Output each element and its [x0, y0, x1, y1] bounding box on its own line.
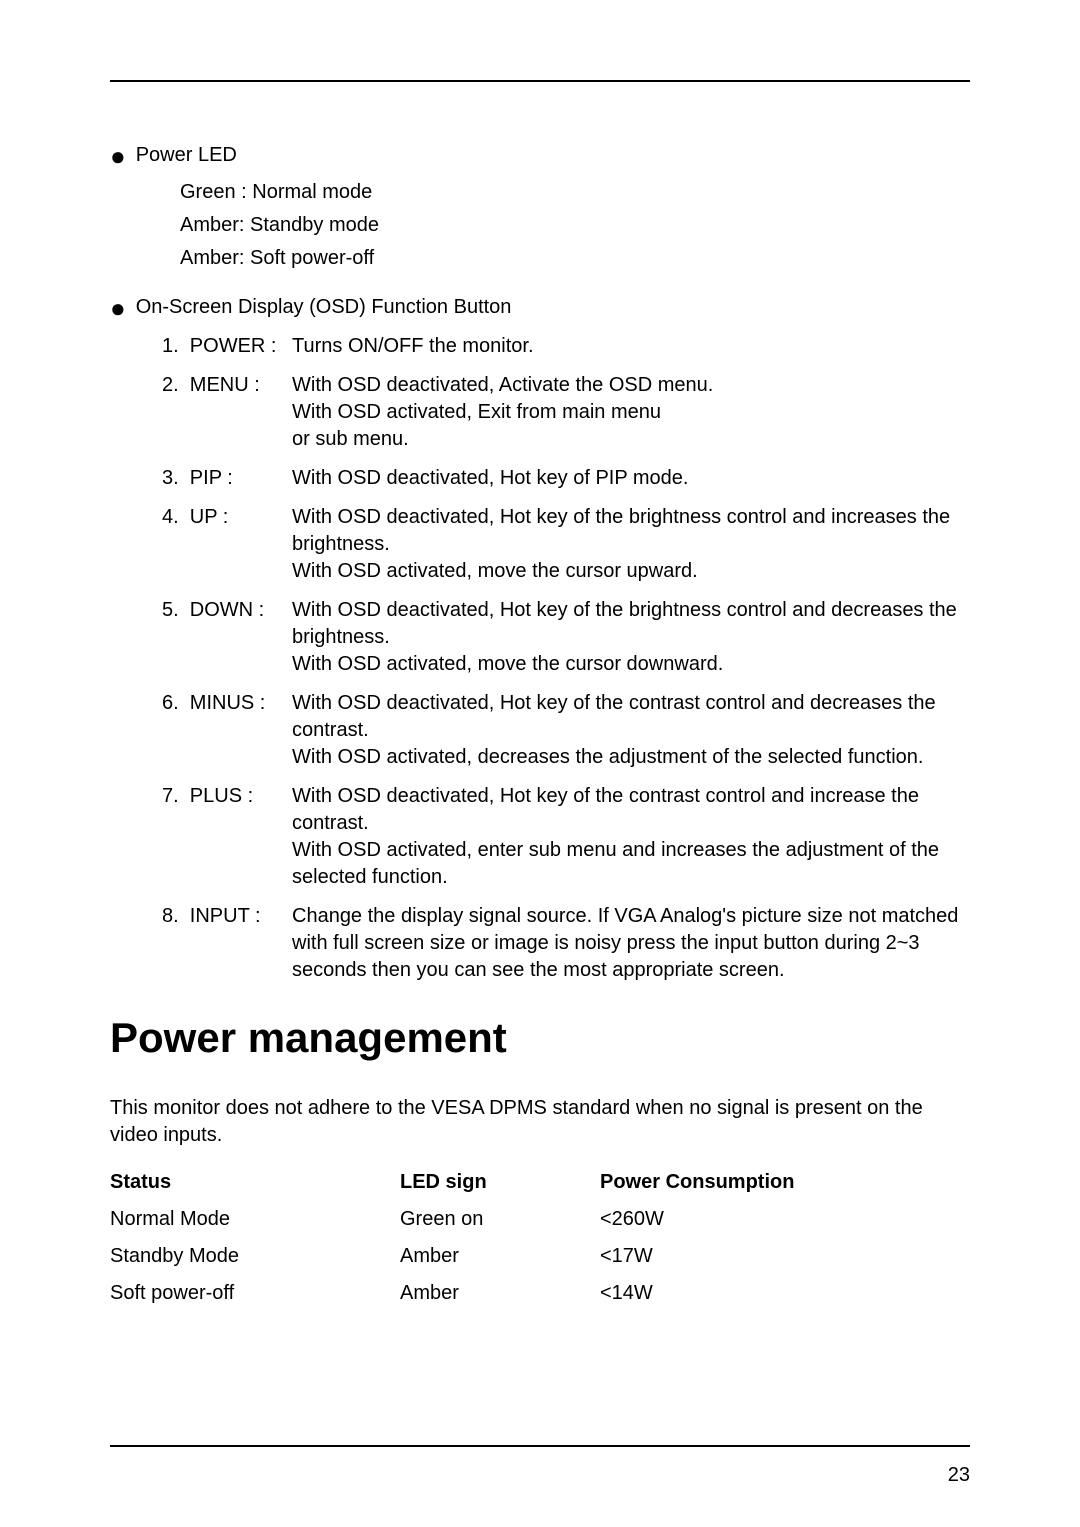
osd-item-desc: Turns ON/OFF the monitor.	[292, 333, 970, 360]
osd-item-desc: With OSD deactivated, Activate the OSD m…	[292, 372, 970, 453]
table-row: Soft power-off Amber <14W	[110, 1280, 970, 1307]
bullet-icon: ●	[110, 295, 126, 321]
led-line: Green : Normal mode	[180, 179, 970, 206]
osd-item-desc: With OSD deactivated, Hot key of the con…	[292, 690, 970, 771]
osd-item: 7. PLUS : With OSD deactivated, Hot key …	[162, 783, 970, 891]
osd-section: ● On-Screen Display (OSD) Function Butto…	[110, 292, 970, 984]
table-cell: Amber	[400, 1280, 600, 1307]
osd-item: 5. DOWN : With OSD deactivated, Hot key …	[162, 597, 970, 678]
led-line: Amber: Standby mode	[180, 212, 970, 239]
power-management-table: Status LED sign Power Consumption Normal…	[110, 1169, 970, 1307]
osd-item-desc: Change the display signal source. If VGA…	[292, 903, 970, 984]
power-led-lines: Green : Normal mode Amber: Standby mode …	[180, 179, 970, 272]
table-header-cell: LED sign	[400, 1169, 600, 1196]
table-cell: Soft power-off	[110, 1280, 400, 1307]
osd-list: 1. POWER : Turns ON/OFF the monitor. 2. …	[162, 333, 970, 984]
table-row: Standby Mode Amber <17W	[110, 1243, 970, 1270]
osd-item-desc: With OSD deactivated, Hot key of the bri…	[292, 597, 970, 678]
osd-title: On-Screen Display (OSD) Function Button	[136, 294, 512, 321]
osd-item-desc: With OSD deactivated, Hot key of PIP mod…	[292, 465, 970, 492]
osd-item-label: 5. DOWN :	[162, 597, 292, 624]
table-cell: Normal Mode	[110, 1206, 400, 1233]
osd-item-label: 7. PLUS :	[162, 783, 292, 810]
table-cell: <17W	[600, 1243, 970, 1270]
osd-item: 2. MENU : With OSD deactivated, Activate…	[162, 372, 970, 453]
table-cell: Standby Mode	[110, 1243, 400, 1270]
osd-item-desc: With OSD deactivated, Hot key of the con…	[292, 783, 970, 891]
top-rule	[110, 80, 970, 82]
osd-item: 4. UP : With OSD deactivated, Hot key of…	[162, 504, 970, 585]
content-area: ● Power LED Green : Normal mode Amber: S…	[110, 140, 970, 1427]
table-cell: Amber	[400, 1243, 600, 1270]
bottom-rule	[110, 1445, 970, 1447]
osd-item: 1. POWER : Turns ON/OFF the monitor.	[162, 333, 970, 360]
power-led-bullet: ● Power LED	[110, 140, 970, 169]
table-cell: <14W	[600, 1280, 970, 1307]
bullet-icon: ●	[110, 143, 126, 169]
osd-item-label: 8. INPUT :	[162, 903, 292, 930]
table-header-cell: Power Consumption	[600, 1169, 970, 1196]
osd-item: 6. MINUS : With OSD deactivated, Hot key…	[162, 690, 970, 771]
page-number: 23	[948, 1464, 970, 1487]
table-cell: Green on	[400, 1206, 600, 1233]
table-header: Status LED sign Power Consumption	[110, 1169, 970, 1196]
osd-item-label: 1. POWER :	[162, 333, 292, 360]
power-led-title: Power LED	[136, 142, 237, 169]
osd-item-label: 3. PIP :	[162, 465, 292, 492]
osd-item-desc: With OSD deactivated, Hot key of the bri…	[292, 504, 970, 585]
table-header-cell: Status	[110, 1169, 400, 1196]
osd-item-label: 4. UP :	[162, 504, 292, 531]
led-line: Amber: Soft power-off	[180, 245, 970, 272]
power-management-heading: Power management	[110, 1010, 970, 1067]
page: ● Power LED Green : Normal mode Amber: S…	[0, 0, 1080, 1527]
osd-bullet: ● On-Screen Display (OSD) Function Butto…	[110, 292, 970, 321]
power-management-text: This monitor does not adhere to the VESA…	[110, 1095, 970, 1149]
table-cell: <260W	[600, 1206, 970, 1233]
table-row: Normal Mode Green on <260W	[110, 1206, 970, 1233]
osd-item-label: 2. MENU :	[162, 372, 292, 399]
osd-item: 8. INPUT : Change the display signal sou…	[162, 903, 970, 984]
osd-item: 3. PIP : With OSD deactivated, Hot key o…	[162, 465, 970, 492]
osd-item-label: 6. MINUS :	[162, 690, 292, 717]
